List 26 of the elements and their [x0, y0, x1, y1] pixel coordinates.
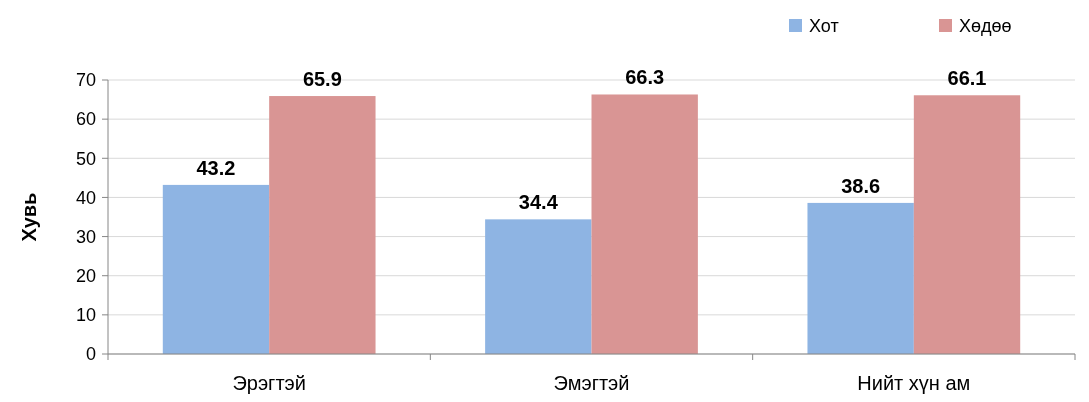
y-tick-label: 10 [75, 305, 96, 326]
data-label: 65.9 [302, 68, 342, 91]
data-label: 66.1 [947, 67, 987, 90]
y-tick-label: 50 [75, 148, 96, 169]
y-tick-label: 70 [75, 70, 96, 91]
bar [807, 202, 914, 354]
y-tick-label: 60 [75, 109, 96, 130]
bar [485, 219, 592, 354]
x-tick-label: Эмэгтэй [553, 372, 630, 394]
y-tick-label: 30 [75, 226, 96, 247]
y-axis-title: Хувь [18, 192, 40, 242]
y-tick-label: 40 [75, 187, 96, 208]
y-tick-label: 0 [85, 344, 96, 365]
bar [162, 184, 270, 354]
data-label: 34.4 [518, 191, 559, 214]
legend-label: Хөдөө [959, 16, 1012, 37]
data-label: 43.2 [196, 156, 236, 179]
data-label: 38.6 [841, 174, 881, 197]
legend-label: Хот [809, 16, 839, 37]
y-tick-label: 20 [75, 266, 96, 287]
data-label: 66.3 [625, 66, 665, 89]
bar [269, 96, 376, 354]
bar [591, 94, 698, 354]
bar [913, 95, 1021, 354]
x-tick-label: Эрэгтэй [232, 372, 306, 394]
x-tick-label: Нийт хүн ам [857, 372, 971, 394]
